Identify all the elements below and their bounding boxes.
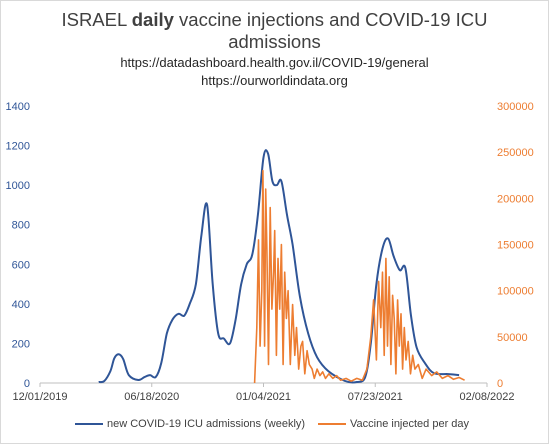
y-right-tick-label: 250000 [497, 147, 534, 159]
chart-tick-labels: 0 200 400 600 800 1000 1200 1400 0 50000 100000 150… [6, 101, 534, 403]
y-left-tick-label: 1400 [6, 101, 30, 113]
y-right-tick-label: 50000 [497, 332, 528, 344]
legend-label-icu: new COVID-19 ICU admissions (weekly) [107, 418, 306, 430]
y-left-tick-label: 400 [12, 299, 30, 311]
legend-item-icu: new COVID-19 ICU admissions (weekly) [75, 418, 305, 430]
y-right-tick-label: 100000 [497, 286, 534, 298]
legend-label-vaccine: Vaccine injected per day [350, 418, 470, 430]
x-tick-label: 06/18/2020 [124, 391, 179, 403]
legend-swatch-vaccine [318, 423, 346, 426]
series-line-icu [98, 149, 460, 384]
y-right-tick-label: 150000 [497, 240, 534, 252]
chart-title-bold: daily [131, 9, 174, 30]
x-tick-label: 02/08/2022 [459, 391, 514, 403]
chart-series [98, 149, 465, 384]
series-line-vaccine [253, 169, 465, 384]
y-right-tick-label: 200000 [497, 193, 534, 205]
y-right-tick-label: 0 [497, 378, 503, 390]
chart-title-line2: admissions [228, 31, 321, 52]
y-left-tick-label: 1000 [6, 180, 30, 192]
y-right-tick-label: 300000 [497, 101, 534, 113]
legend-item-vaccine: Vaccine injected per day [318, 418, 469, 430]
y-left-tick-label: 200 [12, 338, 30, 350]
chart-subtitle-2: https://ourworldindata.org [201, 73, 348, 88]
y-left-tick-label: 800 [12, 220, 30, 232]
x-tick-label: 07/23/2021 [348, 391, 403, 403]
chart-subtitle-1: https://datadashboard.health.gov.il/COVI… [120, 55, 429, 70]
x-tick-label: 12/01/2019 [12, 391, 67, 403]
y-left-tick-label: 1200 [6, 141, 30, 153]
y-left-tick-label: 600 [12, 259, 30, 271]
x-tick-label: 01/04/2021 [236, 391, 291, 403]
chart-title-line1: ISRAEL daily vaccine injections and COVI… [61, 9, 488, 30]
legend-swatch-icu [75, 423, 103, 426]
y-left-tick-label: 0 [24, 378, 30, 390]
chart-axes [39, 382, 488, 387]
